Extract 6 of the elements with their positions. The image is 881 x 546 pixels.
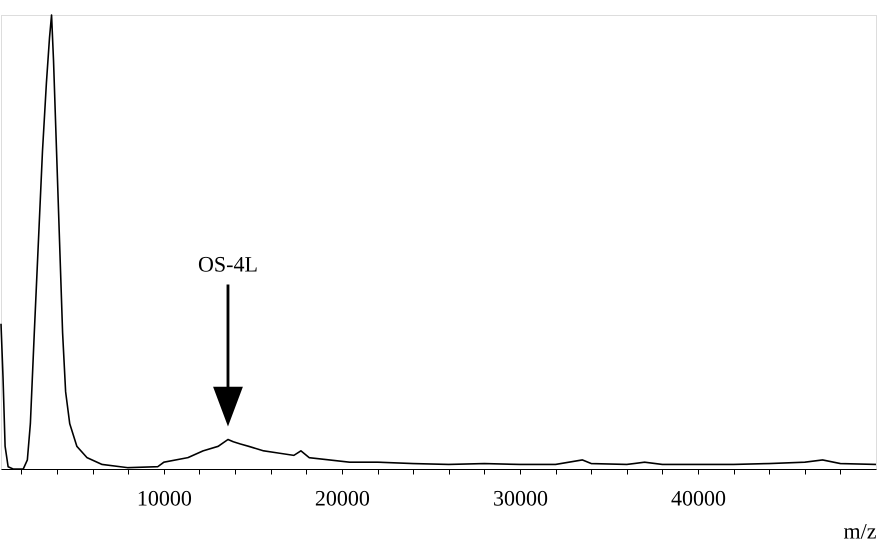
x-tick-label: 10000 <box>136 486 192 510</box>
x-axis-title: m/z <box>844 518 877 544</box>
x-tick-label: 20000 <box>314 486 370 510</box>
x-tick-label: 40000 <box>670 486 726 510</box>
x-tick-label: 30000 <box>492 486 548 510</box>
annotation: OS-4L <box>198 251 258 276</box>
